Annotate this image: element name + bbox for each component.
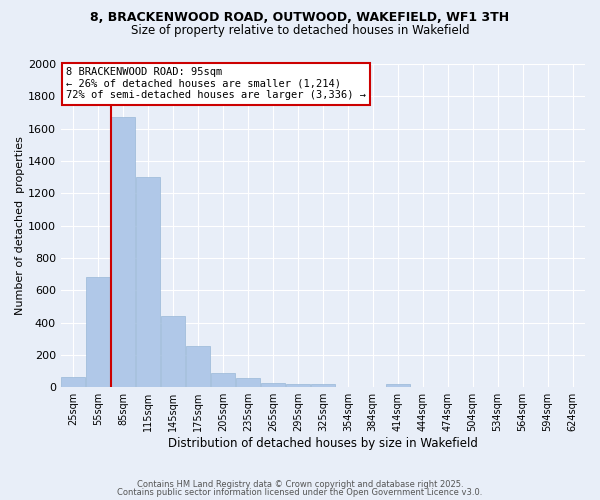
Bar bbox=[186, 346, 210, 387]
Bar bbox=[286, 384, 310, 387]
Bar bbox=[311, 384, 335, 387]
Bar bbox=[86, 278, 110, 387]
X-axis label: Distribution of detached houses by size in Wakefield: Distribution of detached houses by size … bbox=[168, 437, 478, 450]
Bar bbox=[61, 376, 85, 387]
Text: Contains public sector information licensed under the Open Government Licence v3: Contains public sector information licen… bbox=[118, 488, 482, 497]
Bar bbox=[136, 177, 160, 387]
Y-axis label: Number of detached  properties: Number of detached properties bbox=[15, 136, 25, 315]
Bar bbox=[386, 384, 410, 387]
Text: 8, BRACKENWOOD ROAD, OUTWOOD, WAKEFIELD, WF1 3TH: 8, BRACKENWOOD ROAD, OUTWOOD, WAKEFIELD,… bbox=[91, 11, 509, 24]
Bar bbox=[261, 382, 285, 387]
Bar bbox=[112, 118, 135, 387]
Bar bbox=[161, 316, 185, 387]
Text: Size of property relative to detached houses in Wakefield: Size of property relative to detached ho… bbox=[131, 24, 469, 37]
Bar bbox=[236, 378, 260, 387]
Bar bbox=[211, 374, 235, 387]
Text: Contains HM Land Registry data © Crown copyright and database right 2025.: Contains HM Land Registry data © Crown c… bbox=[137, 480, 463, 489]
Text: 8 BRACKENWOOD ROAD: 95sqm
← 26% of detached houses are smaller (1,214)
72% of se: 8 BRACKENWOOD ROAD: 95sqm ← 26% of detac… bbox=[66, 67, 366, 100]
